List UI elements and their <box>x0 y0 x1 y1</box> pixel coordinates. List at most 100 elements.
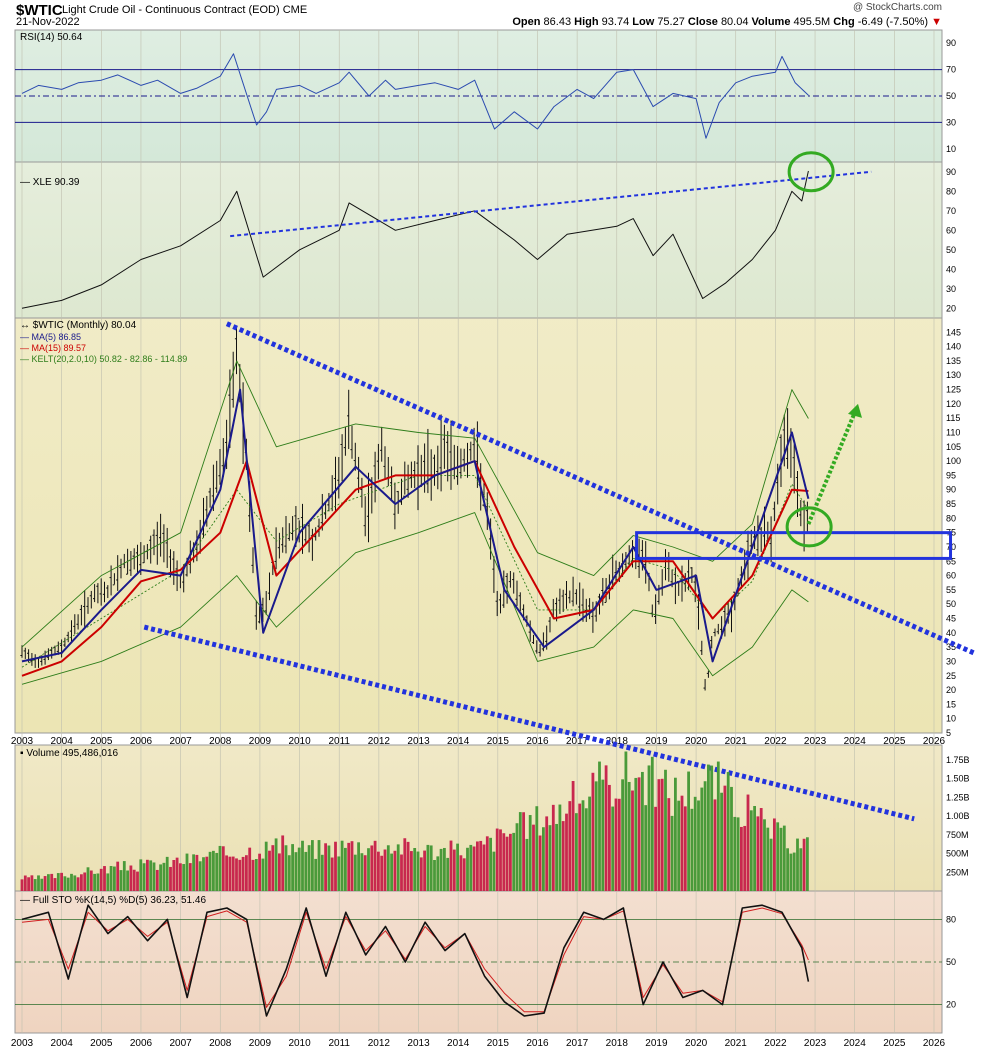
open-label: Open <box>512 16 541 28</box>
sto-year-label: 2003 <box>11 1038 34 1049</box>
volume-bar <box>360 853 364 891</box>
xle-tick-label: 80 <box>946 186 956 196</box>
rsi-line <box>21 53 809 139</box>
volume-bar <box>386 845 390 891</box>
volume-bar <box>192 854 195 891</box>
sto-year-label: 2020 <box>685 1038 708 1049</box>
low-value: 75.27 <box>657 16 685 28</box>
volume-bar <box>373 840 377 891</box>
volume-bar <box>96 873 100 891</box>
volume-bar <box>756 816 760 891</box>
volume-bar <box>703 781 707 891</box>
volume-bar <box>251 859 255 891</box>
volume-bar <box>291 844 294 891</box>
volume-bar <box>363 855 367 891</box>
volume-bar <box>390 853 393 891</box>
volume-bar <box>337 856 341 891</box>
rsi-tick-label: 10 <box>946 144 956 154</box>
sto-k-line <box>21 904 810 1017</box>
high-value: 93.74 <box>601 16 630 28</box>
price-year-label: 2021 <box>725 736 748 747</box>
chg-value: -6.49 (-7.50%) <box>857 16 929 28</box>
volume-bar <box>789 853 793 891</box>
sto-year-label: 2006 <box>130 1038 153 1049</box>
price-year-label: 2017 <box>566 736 589 747</box>
volume-bar <box>287 855 291 891</box>
sto-year-label: 2012 <box>368 1038 391 1049</box>
volume-bar <box>687 771 690 891</box>
xle-tick-label: 20 <box>946 303 956 313</box>
sto-year-label: 2014 <box>447 1038 470 1049</box>
volume-bar <box>258 853 261 891</box>
ma15-line <box>21 460 809 677</box>
volume-bar <box>149 860 153 891</box>
volume-bar <box>175 857 179 891</box>
volume-bar <box>499 829 502 891</box>
volume-bar <box>466 847 469 891</box>
volume-bar <box>723 785 727 891</box>
volume-bar <box>169 866 172 891</box>
sto-year-label: 2016 <box>526 1038 549 1049</box>
volume-bar <box>182 864 186 891</box>
volume-bar <box>152 862 156 891</box>
instrument-title: Light Crude Oil - Continuous Contract (E… <box>62 4 280 16</box>
volume-bar <box>525 838 529 891</box>
volume-bar <box>591 772 595 891</box>
volume-bar <box>284 845 288 891</box>
volume-bar <box>142 863 146 891</box>
volume-bar <box>726 772 730 891</box>
price-year-label: 2008 <box>209 736 232 747</box>
volume-bar <box>555 823 558 891</box>
volume-bar <box>50 873 54 891</box>
volume-bar <box>70 873 73 891</box>
xle-resistance-line <box>230 170 872 238</box>
volume-bar <box>716 761 720 891</box>
green-arrow-head <box>848 403 862 418</box>
volume-bar <box>23 875 27 891</box>
volume-bar <box>462 858 466 891</box>
price-year-label: 2010 <box>288 736 311 747</box>
volume-bar <box>518 812 522 891</box>
volume-bar <box>159 864 162 891</box>
volume-bar <box>763 819 766 891</box>
sto-year-label: 2010 <box>288 1038 311 1049</box>
volume-bar <box>502 833 506 891</box>
volume-bar <box>271 845 275 891</box>
volume-bar <box>551 804 555 891</box>
volume-bar <box>340 840 344 891</box>
price-tick-label: 5 <box>946 728 951 738</box>
volume-bar <box>644 805 648 891</box>
volume-bar <box>99 868 103 891</box>
volume-bar <box>802 838 806 891</box>
volume-bar <box>690 808 694 891</box>
volume-bar <box>624 751 628 891</box>
volume-bar <box>584 808 588 891</box>
volume-bar <box>40 878 44 891</box>
volume-bar <box>664 769 667 891</box>
volume-bar <box>307 845 311 891</box>
volume-bar <box>571 781 575 891</box>
price-year-label: 2016 <box>526 736 549 747</box>
high-label: High <box>574 16 599 28</box>
volume-bar <box>208 851 212 891</box>
rsi-tick-label: 70 <box>946 65 956 75</box>
volume-bar <box>119 870 123 891</box>
price-tick-label: 45 <box>946 614 956 624</box>
volume-tick-label: 250M <box>946 867 969 877</box>
price-tick-label: 105 <box>946 442 961 452</box>
volume-bar <box>304 851 308 891</box>
volume-bar <box>578 803 582 891</box>
close-value: 80.04 <box>720 16 749 28</box>
volume-bar <box>429 845 433 891</box>
sto-year-label: 2011 <box>328 1038 350 1049</box>
volume-bar <box>165 856 169 891</box>
volume-bar <box>581 800 585 891</box>
volume-bar <box>278 853 281 891</box>
xle-tick-label: 90 <box>946 167 956 177</box>
volume-bar <box>700 787 704 891</box>
volume-bar <box>27 877 30 891</box>
volume-bar <box>492 851 496 891</box>
price-year-label: 2022 <box>764 736 787 747</box>
volume-bar <box>627 781 631 891</box>
sto-year-label: 2021 <box>725 1038 748 1049</box>
